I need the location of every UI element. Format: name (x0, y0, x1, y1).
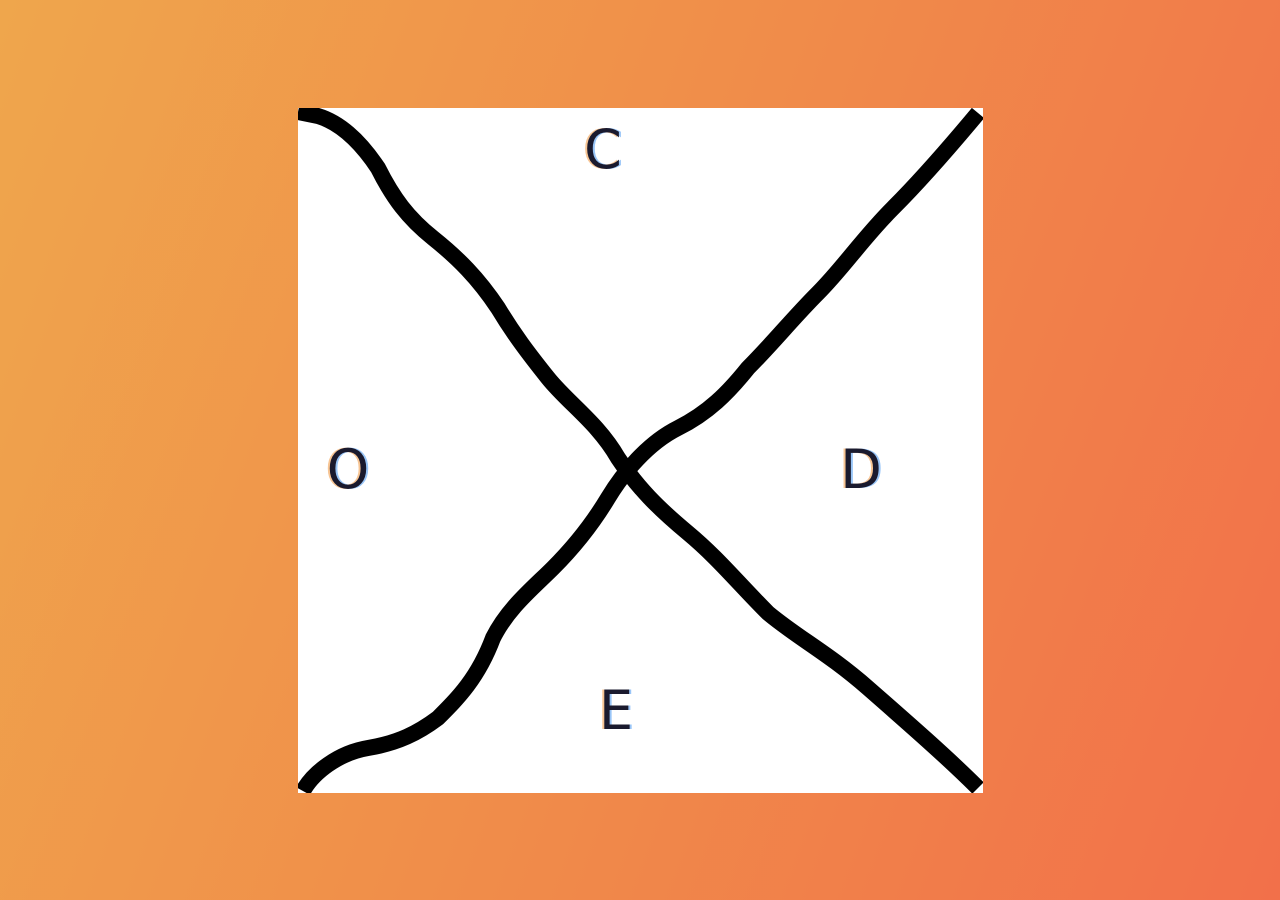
diagram-panel: C O D E (298, 108, 983, 793)
diagonal-line-bottom-left-to-top-right (298, 108, 983, 793)
diagonal-line-top-left-to-bottom-right (298, 108, 983, 793)
region-label-right: D (840, 438, 882, 501)
cross-lines (298, 108, 983, 793)
region-label-left: O (326, 438, 370, 501)
region-label-top: C (584, 118, 622, 181)
region-label-bottom: E (598, 679, 634, 742)
